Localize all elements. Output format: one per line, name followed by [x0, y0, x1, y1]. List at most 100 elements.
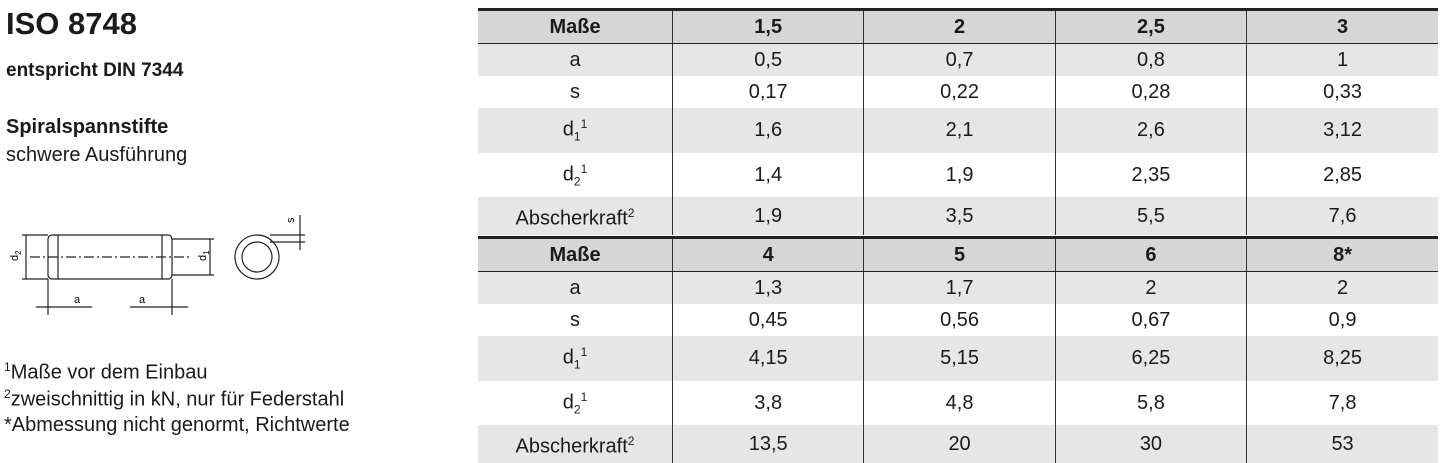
label-base: Abscherkraft [515, 435, 628, 458]
dim-label-sub: 1 [202, 250, 211, 255]
value-cell: 0,8 [1054, 43, 1247, 76]
footnote-text: *Abmessung nicht genormt, Richtwerte [4, 414, 350, 436]
footnote-text: Maße vor dem Einbau [10, 361, 208, 384]
data-table: Maße 1,5 2 2,5 3 a 0,5 0,7 0,8 1 s 0,17 0,22 0,28 0,33… [478, 8, 1438, 235]
footnote-mark: 1 [4, 360, 11, 374]
value-cell: 4,8 [863, 380, 1056, 426]
value-cell: 0,28 [1054, 76, 1247, 108]
label-base: Abscherkraft [515, 207, 628, 230]
value-cell: 1 [1246, 43, 1438, 76]
table-row: d11 1,6 2,1 2,6 3,12 [478, 108, 1438, 153]
data-table: Maße 4 5 6 8* a 1,3 1,7 2 2 s 0,45 0,56 0,67 0,9 d11 4,1… [478, 236, 1438, 463]
label-base: d [562, 391, 574, 414]
table-row: s 0,17 0,22 0,28 0,33 [478, 76, 1438, 108]
value-cell: 2 [1054, 271, 1247, 304]
label-sup: 1 [580, 161, 588, 176]
page: ISO 8748 entspricht DIN 7344 Spiralspann… [4, 6, 1438, 463]
footnote-mark: 2 [4, 387, 11, 401]
value-cell: 8,25 [1246, 336, 1438, 381]
row-label: Abscherkraft2 [478, 425, 673, 463]
value-cell: 2,35 [1054, 152, 1247, 198]
label-sup: 1 [580, 389, 588, 404]
label-sub: 2 [573, 402, 581, 417]
table-row: Abscherkraft2 13,5 20 30 53 [478, 425, 1438, 463]
value-cell: 2 [1246, 271, 1438, 304]
value-cell: 0,45 [671, 304, 864, 336]
product-name: Spiralspannstifte [6, 116, 169, 138]
dim-label-base: d [9, 255, 21, 261]
row-label: d21 [478, 381, 673, 426]
row-label: a [478, 271, 673, 304]
header-cell: 3 [1246, 8, 1438, 44]
label-sup: 1 [580, 345, 588, 359]
value-cell: 0,67 [1054, 304, 1247, 336]
title: ISO 8748 [6, 6, 137, 41]
row-label: Abscherkraft2 [478, 197, 673, 235]
table-row: d21 1,4 1,9 2,35 2,85 [478, 152, 1438, 198]
header-row: Maße 4 5 6 8* [478, 236, 1438, 272]
row-label: d11 [478, 108, 673, 153]
value-cell: 5,5 [1054, 197, 1247, 235]
label-sup: 1 [580, 117, 588, 131]
dim-label-base: d [197, 255, 209, 261]
header-row: Maße 1,5 2 2,5 3 [478, 8, 1438, 44]
value-cell: 2,1 [863, 108, 1056, 153]
value-cell: 6,25 [1054, 336, 1247, 381]
table-row: a 0,5 0,7 0,8 1 [478, 43, 1438, 76]
label-base: s [570, 81, 580, 103]
label-sub: 2 [573, 174, 581, 189]
value-cell: 0,7 [863, 43, 1056, 76]
row-label: a [478, 43, 673, 76]
value-cell: 1,7 [863, 271, 1056, 304]
value-cell: 4,15 [671, 336, 864, 381]
label-base: s [570, 309, 580, 331]
value-cell: 2,6 [1054, 108, 1247, 153]
header-cell: 6 [1054, 236, 1247, 272]
footnote: 2zweischnittig in kN, nur für Federstahl [4, 387, 344, 412]
value-cell: 0,56 [863, 304, 1056, 336]
value-cell: 7,6 [1246, 197, 1438, 235]
label-base: d [562, 346, 574, 369]
label-base: a [569, 49, 581, 71]
table-row: d21 3,8 4,8 5,8 7,8 [478, 380, 1438, 426]
value-cell: 2,85 [1246, 152, 1438, 198]
value-cell: 3,5 [863, 197, 1056, 235]
table-row: d11 4,15 5,15 6,25 8,25 [478, 336, 1438, 381]
header-cell: Maße [478, 236, 673, 272]
dim-label: d2 [9, 250, 23, 261]
label-base: d [562, 163, 574, 186]
row-label: s [478, 304, 673, 336]
drawing: d2 d1 a a s [9, 215, 305, 315]
table-row: Abscherkraft2 1,9 3,5 5,5 7,6 [478, 197, 1438, 235]
value-cell: 5,15 [863, 336, 1056, 381]
dim-label: s [285, 217, 297, 223]
value-cell: 30 [1054, 425, 1247, 463]
header-cell: 8* [1246, 236, 1438, 272]
value-cell: 20 [863, 425, 1056, 463]
dim-label: a [139, 294, 146, 306]
row-label: d21 [478, 153, 673, 198]
value-cell: 3,8 [671, 380, 864, 426]
value-cell: 1,9 [863, 152, 1056, 198]
row-label: d11 [478, 336, 673, 381]
footnote: 1Maße vor dem Einbau [4, 360, 207, 385]
end-inner [241, 241, 273, 273]
value-cell: 1,6 [671, 108, 864, 153]
table-row: s 0,45 0,56 0,67 0,9 [478, 304, 1438, 336]
end-outer [234, 234, 280, 280]
header-cell: 4 [671, 236, 864, 272]
row-label: s [478, 76, 673, 108]
label-base: d [562, 118, 574, 141]
footnote: *Abmessung nicht genormt, Richtwerte [4, 414, 350, 437]
label-sup: 2 [627, 434, 635, 449]
value-cell: 1,4 [671, 152, 864, 198]
dim-label-sub: 2 [14, 250, 23, 255]
value-cell: 1,9 [671, 197, 864, 235]
subtitle: entspricht DIN 7344 [6, 60, 184, 81]
label-sub: 1 [573, 357, 581, 372]
label-sup: 2 [627, 206, 635, 221]
table-row: a 1,3 1,7 2 2 [478, 271, 1438, 304]
header-cell: Maße [478, 8, 673, 44]
value-cell: 0,22 [863, 76, 1056, 108]
variant: schwere Ausführung [6, 144, 188, 166]
